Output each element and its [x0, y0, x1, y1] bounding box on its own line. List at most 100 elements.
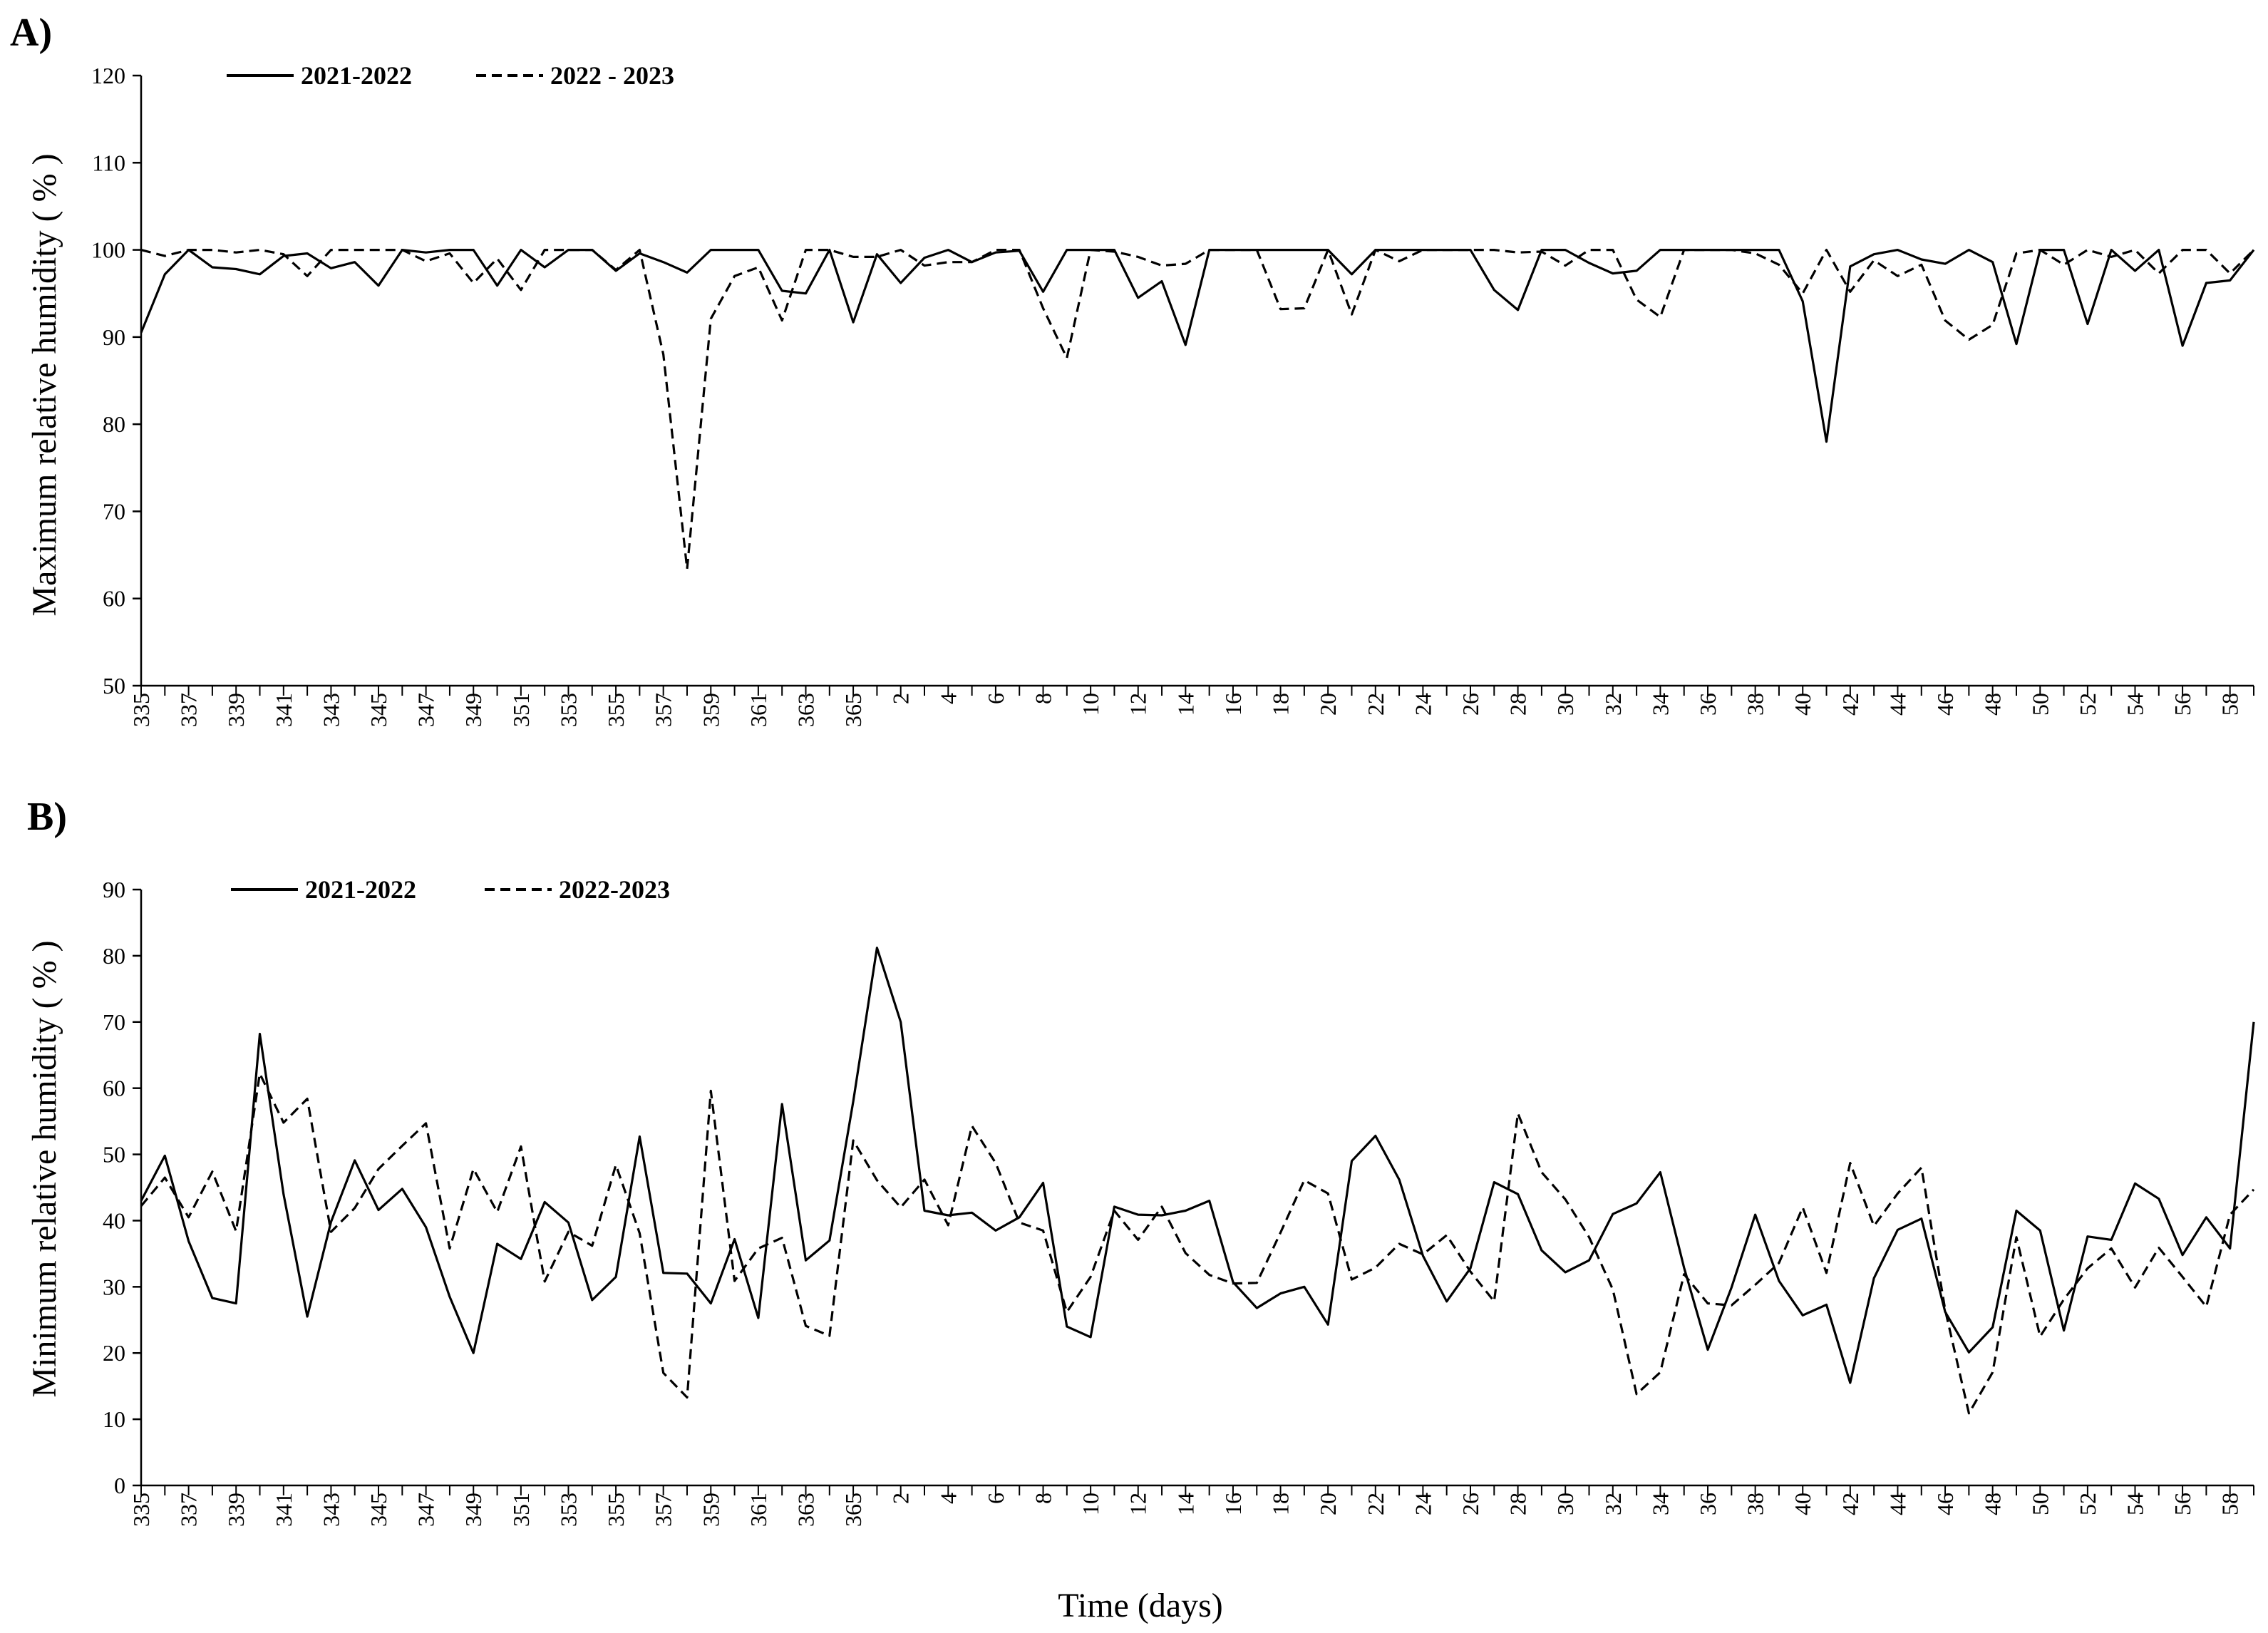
x-tick-label: 361: [746, 693, 771, 727]
x-tick-label: 42: [1837, 693, 1863, 716]
x-tick-label: 48: [1980, 1493, 2006, 1515]
x-tick-label: 363: [793, 693, 818, 727]
x-tick-label: 357: [651, 1493, 676, 1527]
x-tick-label: 52: [2075, 693, 2101, 716]
y-tick-label: 70: [103, 498, 125, 524]
panel-a-y-axis-title: Maximum relative humidity ( % ): [26, 153, 63, 616]
x-tick-label: 2: [888, 693, 914, 704]
x-tick-label: 22: [1363, 693, 1388, 716]
x-tick-label: 341: [271, 693, 297, 727]
panel-b-chart: B) 2021-2022 2022-2023 Minimum relative …: [26, 795, 2255, 1527]
x-tick-label: 335: [128, 693, 154, 727]
x-tick-label: 337: [176, 1493, 202, 1527]
y-tick-label: 70: [103, 1009, 125, 1035]
x-tick-label: 18: [1268, 693, 1294, 716]
x-tick-label: 359: [698, 1493, 723, 1527]
x-tick-label: 345: [366, 1493, 391, 1527]
x-tick-label: 351: [508, 1493, 534, 1527]
legend-a-series1-label: 2021-2022: [301, 61, 412, 90]
x-tick-label: 32: [1600, 1493, 1626, 1515]
x-tick-label: 355: [603, 693, 629, 727]
x-tick-label: 363: [793, 1493, 818, 1527]
x-tick-label: 365: [840, 1493, 866, 1527]
x-tick-label: 38: [1743, 1493, 1768, 1515]
x-tick-label: 343: [318, 693, 344, 727]
x-tick-label: 12: [1125, 1493, 1151, 1515]
x-tick-label: 42: [1837, 1493, 1863, 1515]
x-tick-label: 16: [1220, 693, 1246, 716]
x-tick-label: 339: [223, 693, 249, 727]
x-tick-label: 343: [318, 1493, 344, 1527]
x-tick-label: 351: [508, 693, 534, 727]
x-tick-label: 14: [1172, 693, 1198, 716]
y-tick-label: 10: [103, 1406, 125, 1432]
series-line-b-2: [140, 1072, 2255, 1415]
x-tick-label: 14: [1172, 1493, 1198, 1515]
legend-b-series1-label: 2021-2022: [305, 875, 416, 904]
x-tick-label: 8: [1031, 1493, 1056, 1504]
x-tick-label: 38: [1743, 693, 1768, 716]
panel-a-chart: A) 2021-2022 2022 - 2023 Maximum relativ…: [10, 11, 2255, 727]
x-tick-label: 28: [1505, 1493, 1531, 1515]
x-tick-label: 40: [1790, 1493, 1815, 1515]
x-tick-label: 44: [1885, 693, 1910, 716]
x-tick-label: 26: [1458, 1493, 1483, 1515]
x-tick-label: 337: [176, 693, 202, 727]
x-tick-label: 8: [1031, 693, 1056, 704]
y-tick-label: 120: [91, 63, 125, 88]
x-tick-label: 355: [603, 1493, 629, 1527]
x-tick-label: 54: [2122, 1493, 2148, 1515]
y-tick-label: 20: [103, 1340, 125, 1366]
x-tick-label: 349: [460, 1493, 486, 1527]
y-tick-label: 80: [103, 411, 125, 437]
x-tick-label: 30: [1552, 693, 1578, 716]
x-tick-label: 339: [223, 1493, 249, 1527]
y-tick-label: 30: [103, 1274, 125, 1299]
x-tick-label: 24: [1410, 693, 1435, 716]
y-tick-label: 110: [92, 150, 125, 175]
x-tick-label: 349: [460, 693, 486, 727]
x-tick-label: 50: [2027, 1493, 2053, 1515]
x-tick-label: 359: [698, 693, 723, 727]
x-tick-label: 26: [1458, 693, 1483, 716]
panel-b-y-axis-title: Minimum relative humidity ( % ): [26, 940, 63, 1397]
x-tick-label: 32: [1600, 693, 1626, 716]
x-tick-label: 357: [651, 693, 676, 727]
x-tick-label: 335: [128, 1493, 154, 1527]
x-tick-label: 10: [1078, 693, 1103, 716]
y-tick-label: 80: [103, 943, 125, 969]
x-tick-label: 10: [1078, 1493, 1103, 1515]
panel-b-label: B): [27, 795, 67, 839]
x-tick-label: 12: [1125, 693, 1151, 716]
x-tick-label: 20: [1315, 1493, 1341, 1515]
x-tick-label: 16: [1220, 1493, 1246, 1515]
x-tick-label: 347: [413, 693, 439, 727]
x-tick-label: 22: [1363, 1493, 1388, 1515]
x-tick-label: 54: [2122, 693, 2148, 716]
x-tick-label: 58: [2217, 1493, 2243, 1515]
x-tick-label: 50: [2027, 693, 2053, 716]
y-tick-label: 90: [103, 324, 125, 350]
x-tick-label: 4: [935, 693, 961, 704]
x-tick-label: 44: [1885, 1493, 1910, 1515]
y-tick-label: 100: [91, 237, 125, 263]
x-tick-label: 52: [2075, 1493, 2101, 1515]
x-tick-label: 20: [1315, 693, 1341, 716]
x-tick-label: 341: [271, 1493, 297, 1527]
legend-b-series2-label: 2022-2023: [559, 875, 670, 904]
x-tick-label: 58: [2217, 693, 2243, 716]
x-tick-label: 36: [1695, 1493, 1721, 1515]
series-line-b-1: [140, 947, 2255, 1384]
y-tick-label: 40: [103, 1207, 125, 1233]
x-tick-label: 4: [935, 1493, 961, 1504]
x-tick-label: 56: [2170, 693, 2195, 716]
legend-a-series2-label: 2022 - 2023: [550, 61, 674, 90]
x-tick-label: 36: [1695, 693, 1721, 716]
x-tick-label: 18: [1268, 1493, 1294, 1515]
y-tick-label: 50: [103, 673, 125, 699]
x-tick-label: 365: [840, 693, 866, 727]
x-tick-label: 46: [1932, 1493, 1958, 1515]
x-axis-title: Time (days): [1058, 1587, 1223, 1624]
panel-a-label: A): [10, 11, 52, 55]
